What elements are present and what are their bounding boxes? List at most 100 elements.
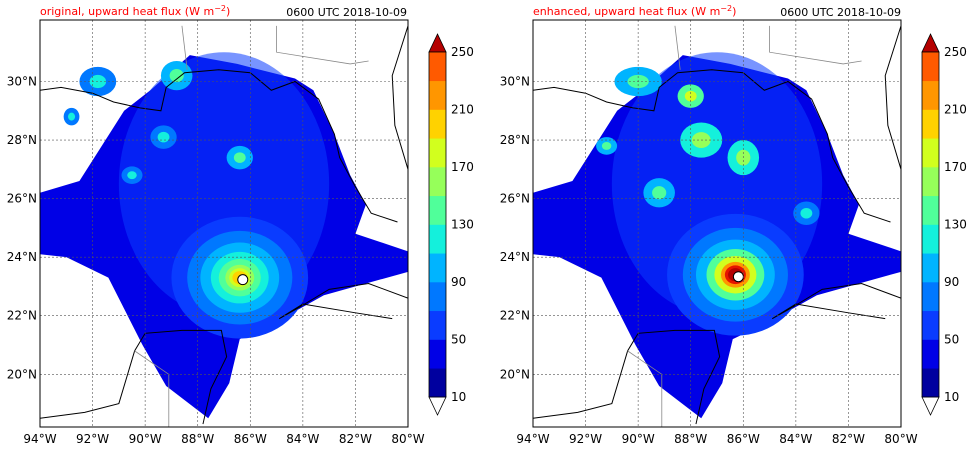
gridlines-original bbox=[40, 20, 408, 427]
panel-title-enhanced: enhanced, upward heat flux (W m−2) bbox=[533, 4, 736, 18]
x-tick-label: 80°W bbox=[884, 432, 917, 446]
colorbar-tick-label: 50 bbox=[451, 333, 466, 347]
x-tick-label: 84°W bbox=[779, 432, 812, 446]
x-tick-label: 80°W bbox=[391, 432, 424, 446]
colorbar-segment bbox=[429, 109, 446, 139]
colorbar-extend-max bbox=[428, 33, 447, 53]
colorbar-tick-label: 10 bbox=[451, 390, 466, 404]
map-frame-enhanced bbox=[532, 19, 902, 428]
colorbar-tick-label: 130 bbox=[944, 218, 967, 232]
colorbar-frame bbox=[921, 51, 940, 398]
y-axis-enhanced: 20°N 22°N 24°N 26°N 28°N 30°N bbox=[500, 74, 530, 381]
y-tick-label: 26°N bbox=[500, 192, 530, 206]
y-axis-original: 20°N 22°N 24°N 26°N 28°N 30°N bbox=[7, 74, 37, 381]
colorbar-segment bbox=[922, 195, 939, 225]
colorbar-original: 10 50 90 130 170 210 250 bbox=[428, 33, 474, 416]
colorbar-segment bbox=[922, 138, 939, 168]
colorbar-tick-label: 90 bbox=[451, 275, 466, 289]
map-frame-original bbox=[39, 19, 409, 428]
x-tick-label: 86°W bbox=[234, 432, 267, 446]
cuba-coastline bbox=[278, 283, 408, 320]
panel-title-original: original, upward heat flux (W m−2) bbox=[40, 4, 230, 18]
colorbar-segment bbox=[429, 310, 446, 340]
panel-timestamp-enhanced: 0600 UTC 2018-10-09 bbox=[780, 6, 901, 19]
colorbar-segment bbox=[922, 52, 939, 82]
atlantic-coastline bbox=[391, 25, 408, 170]
colorbar-tick-label: 130 bbox=[451, 218, 474, 232]
x-tick-label: 92°W bbox=[569, 432, 602, 446]
colorbar-tick-label: 10 bbox=[944, 390, 959, 404]
colorbar-segment bbox=[429, 138, 446, 168]
colorbar-tick-label: 170 bbox=[944, 160, 967, 174]
x-tick-label: 82°W bbox=[832, 432, 865, 446]
y-tick-label: 30°N bbox=[500, 74, 530, 88]
convective-core bbox=[800, 207, 813, 219]
convective-core bbox=[652, 186, 667, 200]
colorbar-segment bbox=[922, 253, 939, 283]
colorbar-segment bbox=[429, 282, 446, 312]
x-axis-enhanced: 94°W 92°W 90°W 88°W 86°W 84°W 82°W 80°W bbox=[516, 432, 917, 446]
y-tick-label: 22°N bbox=[7, 309, 37, 323]
flux-field-original bbox=[40, 52, 408, 419]
x-tick-label: 90°W bbox=[622, 432, 655, 446]
hurricane-eye bbox=[237, 274, 249, 286]
panel-timestamp-original: 0600 UTC 2018-10-09 bbox=[286, 6, 407, 19]
yucatan-coastline bbox=[40, 329, 228, 425]
y-tick-label: 20°N bbox=[7, 367, 37, 381]
convective-core bbox=[127, 171, 137, 180]
colorbar-enhanced: 10 50 90 130 170 210 250 bbox=[921, 33, 967, 416]
colorbar-tick-label: 210 bbox=[944, 103, 967, 117]
colorbar-segment bbox=[922, 167, 939, 197]
panel-enhanced: enhanced, upward heat flux (W m−2) 0600 … bbox=[500, 4, 967, 446]
x-axis-original: 94°W 92°W 90°W 88°W 86°W 84°W 82°W 80°W bbox=[23, 432, 424, 446]
x-tick-label: 86°W bbox=[727, 432, 760, 446]
colorbar-segment bbox=[429, 52, 446, 82]
coastlines-enhanced bbox=[533, 25, 901, 427]
cuba-coastline bbox=[771, 283, 901, 320]
hurricane-eye bbox=[732, 271, 744, 283]
colorbar-segment bbox=[922, 368, 939, 398]
colorbar-tick-label: 210 bbox=[451, 103, 474, 117]
colorbar-extend-min bbox=[428, 396, 447, 416]
colorbar-segment bbox=[922, 80, 939, 110]
y-tick-label: 22°N bbox=[500, 309, 530, 323]
colorbar-tick-label: 250 bbox=[451, 45, 474, 59]
panel-original: original, upward heat flux (W m−2) 0600 … bbox=[7, 4, 474, 446]
colorbar-segment bbox=[429, 368, 446, 398]
yucatan-coastline bbox=[533, 329, 721, 425]
x-tick-label: 88°W bbox=[674, 432, 707, 446]
x-tick-label: 94°W bbox=[516, 432, 549, 446]
y-tick-label: 26°N bbox=[7, 192, 37, 206]
colorbar-segment bbox=[429, 80, 446, 110]
x-tick-label: 88°W bbox=[181, 432, 214, 446]
x-tick-label: 90°W bbox=[129, 432, 162, 446]
x-tick-label: 82°W bbox=[339, 432, 372, 446]
colorbar-segment bbox=[429, 253, 446, 283]
x-tick-label: 84°W bbox=[286, 432, 319, 446]
y-tick-label: 20°N bbox=[500, 367, 530, 381]
y-tick-label: 24°N bbox=[7, 250, 37, 264]
convective-core bbox=[67, 112, 76, 121]
colorbar-tick-label: 170 bbox=[451, 160, 474, 174]
gulf-coastline bbox=[40, 69, 398, 223]
convective-core bbox=[601, 141, 612, 150]
x-tick-label: 94°W bbox=[23, 432, 56, 446]
x-tick-label: 92°W bbox=[76, 432, 109, 446]
flux-field-enhanced bbox=[533, 52, 901, 419]
colorbar-segment bbox=[429, 167, 446, 197]
convective-core bbox=[157, 131, 170, 143]
colorbar-frame bbox=[428, 51, 447, 398]
gridlines-enhanced bbox=[533, 20, 901, 427]
colorbar-tick-label: 250 bbox=[944, 45, 967, 59]
convective-core bbox=[233, 152, 246, 163]
colorbar-segment bbox=[922, 224, 939, 254]
coastlines-original bbox=[40, 25, 408, 427]
colorbar-extend-max bbox=[921, 33, 940, 53]
gulf-coastline bbox=[533, 69, 891, 223]
colorbar-tick-label: 50 bbox=[944, 333, 959, 347]
colorbar-extend-min bbox=[921, 396, 940, 416]
colorbar-tick-label: 90 bbox=[944, 275, 959, 289]
colorbar-segment bbox=[429, 224, 446, 254]
colorbar-segment bbox=[922, 310, 939, 340]
